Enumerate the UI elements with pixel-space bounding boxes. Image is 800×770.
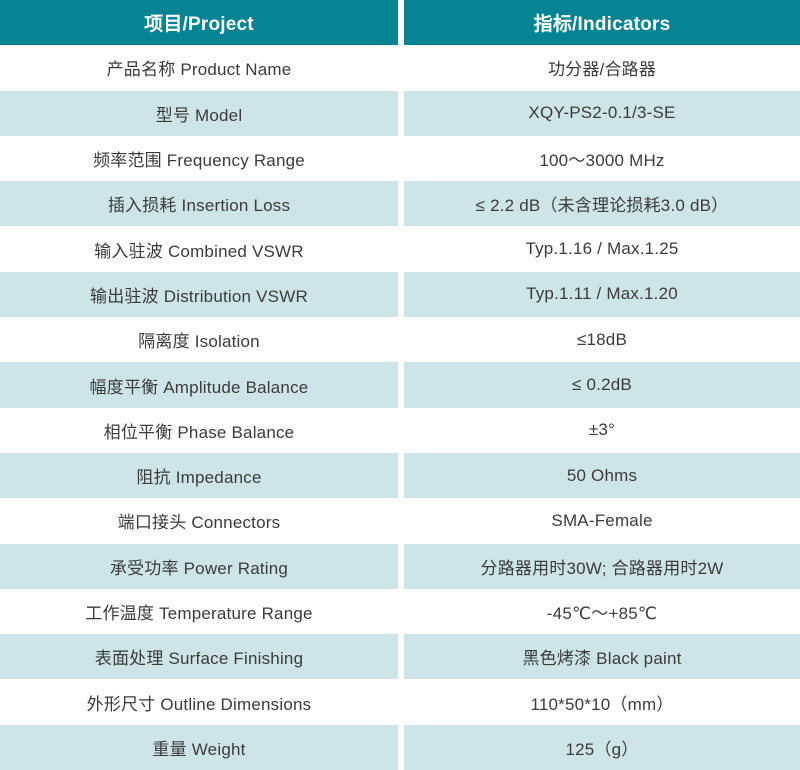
row-value: ≤ 0.2dB (572, 375, 632, 395)
row-label: 幅度平衡 Amplitude Balance (89, 377, 309, 397)
row-value: XQY-PS2-0.1/3-SE (528, 103, 676, 123)
row-label: 产品名称 Product Name (106, 60, 292, 80)
table-row-model: 型号 Model XQY-PS2-0.1/3-SE (0, 90, 800, 136)
column-gutter (398, 226, 404, 272)
column-gutter (398, 498, 404, 544)
table-row-connectors: 端口接头 Connectors SMA-Female (0, 498, 800, 544)
row-label: 插入损耗 Insertion Loss (107, 196, 291, 216)
row-label: 输入驻波 Combined VSWR (94, 241, 304, 261)
table-row-frequency-range: 频率范围 Frequency Range 100～3000 MHz (0, 135, 800, 182)
row-label: 型号 Model (155, 105, 243, 125)
row-value: 50 Ohms (566, 465, 638, 485)
table-row-combined-vswr: 输入驻波 Combined VSWR Typ.1.16 / Max.1.25 (0, 226, 800, 272)
column-gutter (398, 135, 404, 182)
column-gutter (398, 317, 404, 363)
column-gutter (398, 45, 404, 91)
column-gutter (398, 724, 404, 770)
row-value: 功分器/合路器 (547, 60, 657, 80)
row-value: 100～3000 MHz (539, 151, 665, 171)
table-row-product-name: 产品名称 Product Name 功分器/合路器 (0, 45, 800, 91)
column-gutter (398, 271, 404, 318)
row-label: 端口接头 Connectors (117, 513, 281, 533)
row-label: 输出驻波 Distribution VSWR (90, 286, 308, 306)
row-label: 承受功率 Power Rating (109, 558, 289, 578)
row-label: 阻抗 Impedance (136, 468, 262, 488)
row-value: ±3° (588, 420, 616, 440)
table-row-isolation: 隔离度 Isolation ≤18dB (0, 317, 800, 363)
table-header-row: 项目/Project 指标/Indicators (0, 0, 800, 46)
row-value: SMA-Female (551, 510, 653, 530)
table-row-power-rating: 承受功率 Power Rating 分路器用时30W; 合路器用时2W (0, 543, 800, 589)
row-value: -45℃～+85℃ (546, 604, 658, 623)
table-row-weight: 重量 Weight 125（g） (0, 724, 800, 770)
table-row-impedance: 阻抗 Impedance 50 Ohms (0, 452, 800, 499)
column-gutter (398, 588, 404, 635)
header-indicators: 指标/Indicators (533, 14, 671, 36)
row-value: 分路器用时30W; 合路器用时2W (480, 558, 724, 578)
row-label: 表面处理 Surface Finishing (94, 649, 304, 669)
table-row-outline-dimensions: 外形尺寸 Outline Dimensions 110*50*10（mm） (0, 679, 800, 725)
row-label: 相位平衡 Phase Balance (103, 422, 295, 442)
row-label: 频率范围 Frequency Range (93, 151, 305, 171)
row-value: Typ.1.16 / Max.1.25 (525, 239, 679, 259)
row-value: ≤18dB (576, 329, 628, 349)
header-project: 项目/Project (144, 14, 254, 36)
row-label: 工作温度 Temperature Range (85, 604, 313, 623)
column-gutter (398, 362, 404, 408)
column-gutter (398, 90, 404, 136)
column-gutter (398, 679, 404, 725)
table-row-amplitude-balance: 幅度平衡 Amplitude Balance ≤ 0.2dB (0, 362, 800, 408)
column-gutter (398, 543, 404, 589)
table-row-insertion-loss: 插入损耗 Insertion Loss ≤ 2.2 dB（未含理论损耗3.0 d… (0, 181, 800, 227)
row-value: Typ.1.11 / Max.1.20 (526, 284, 678, 304)
table-row-surface-finishing: 表面处理 Surface Finishing 黑色烤漆 Black paint (0, 634, 800, 680)
row-value: 125（g） (565, 739, 639, 759)
column-gutter (398, 0, 404, 46)
column-gutter (398, 634, 404, 680)
table-row-phase-balance: 相位平衡 Phase Balance ±3° (0, 407, 800, 453)
row-value: 110*50*10（mm） (530, 694, 674, 714)
table-row-temperature-range: 工作温度 Temperature Range -45℃～+85℃ (0, 588, 800, 635)
row-label: 隔离度 Isolation (138, 332, 260, 352)
row-value: 黑色烤漆 Black paint (522, 649, 682, 669)
row-value: ≤ 2.2 dB（未含理论损耗3.0 dB） (475, 196, 729, 216)
column-gutter (398, 452, 404, 499)
column-gutter (398, 181, 404, 227)
row-label: 重量 Weight (152, 739, 246, 759)
table-row-distribution-vswr: 输出驻波 Distribution VSWR Typ.1.11 / Max.1.… (0, 271, 800, 318)
row-label: 外形尺寸 Outline Dimensions (86, 694, 312, 714)
column-gutter (398, 407, 404, 453)
